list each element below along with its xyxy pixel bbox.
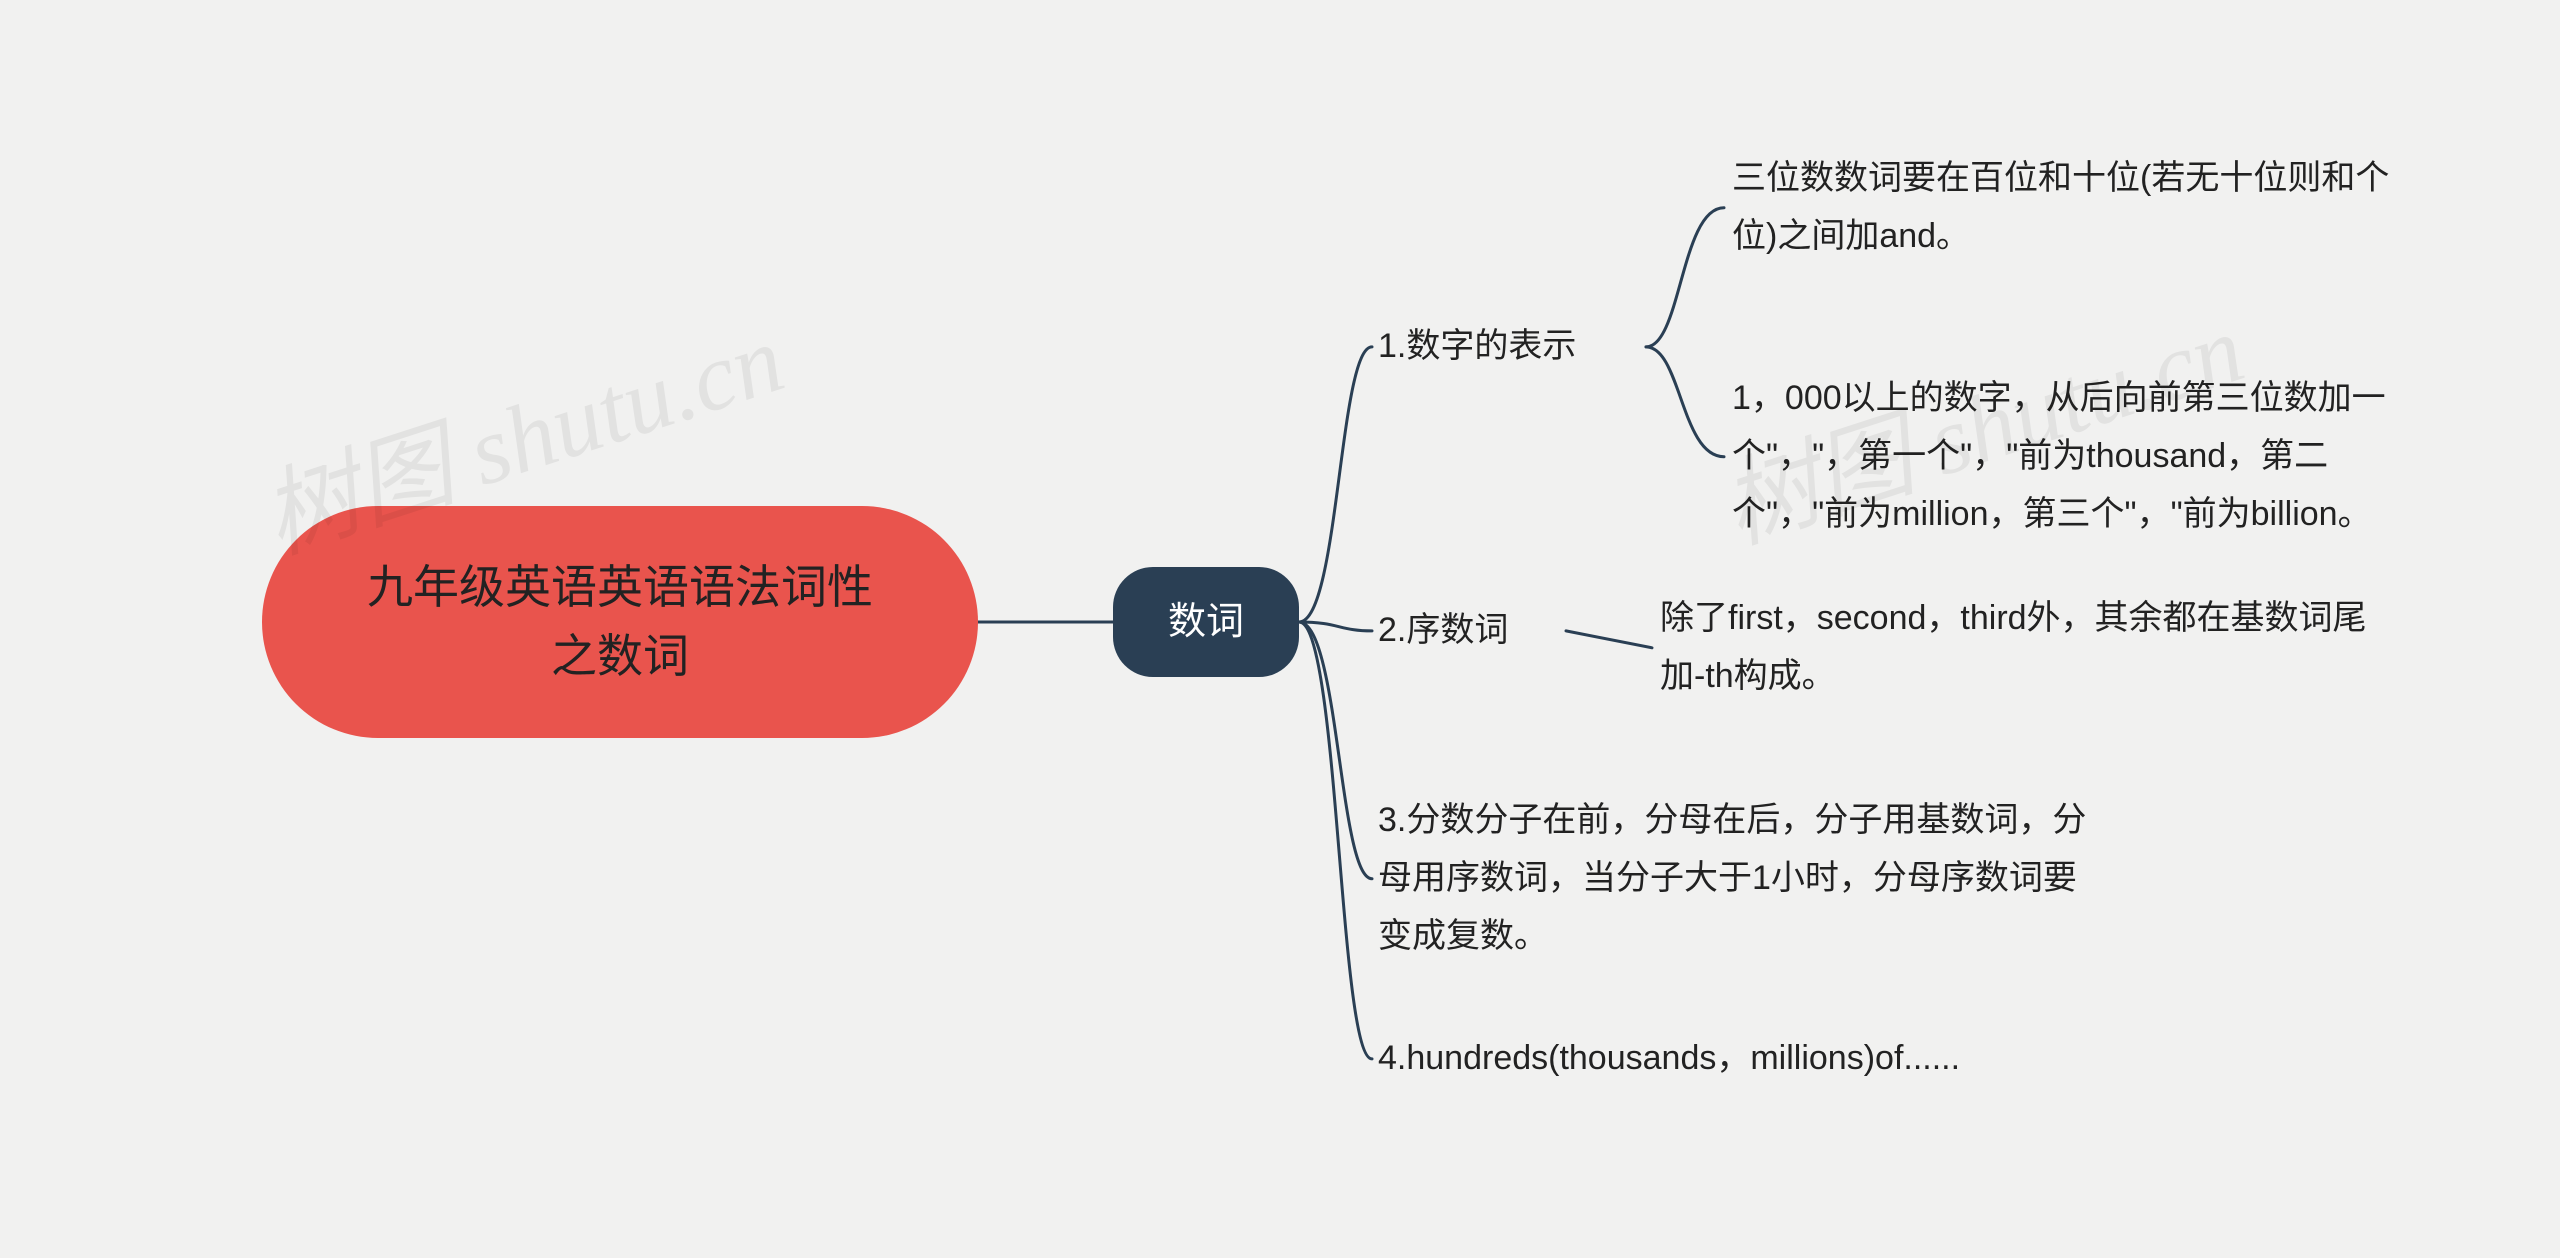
root-line2: 之数词	[551, 630, 689, 682]
branch-label: 3.分数分子在前，分母在后，分子用基数词，分母用序数词，当分子大于1小时，分母序…	[1378, 792, 2098, 965]
sub-node-label: 数词	[1168, 594, 1244, 651]
leaf-text: 除了first，second，third外，其余都在基数词尾加-th构成。	[1660, 590, 2390, 706]
sub-node: 数词	[1113, 567, 1299, 677]
leaf-text: 1，000以上的数字，从后向前第三位数加一个"，"，第一个"，"前为thousa…	[1732, 370, 2452, 543]
branch-label: 2.序数词	[1378, 602, 1558, 660]
leaf-text: 三位数数词要在百位和十位(若无十位则和个位)之间加and。	[1732, 150, 2432, 266]
root-node: 九年级英语英语语法词性之数词	[262, 506, 978, 738]
branch-label: 4.hundreds(thousands，millions)of......	[1378, 1030, 2098, 1088]
mindmap-canvas: 九年级英语英语语法词性之数词 数词 1.数字的表示 三位数数词要在百位和十位(若无十位…	[0, 0, 2560, 1258]
root-line1: 九年级英语英语语法词性	[367, 561, 873, 613]
branch-label: 1.数字的表示	[1378, 318, 1638, 376]
